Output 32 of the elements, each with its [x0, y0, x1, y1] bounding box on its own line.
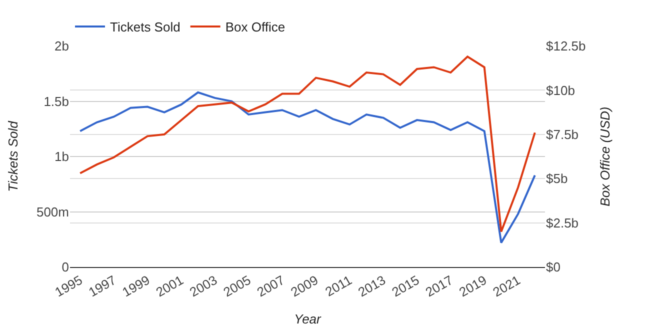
- x-tick-label: 2001: [153, 272, 186, 300]
- x-tick-label: 2015: [389, 272, 422, 300]
- y-tick-label: 1.5b: [44, 94, 69, 109]
- y2-tick-label: $2.5b: [546, 215, 579, 230]
- x-tick-label: 2007: [254, 272, 287, 300]
- x-tick-label: 2019: [456, 272, 490, 300]
- legend-label: Tickets Sold: [110, 20, 180, 35]
- legend-label: Box Office: [225, 20, 286, 35]
- x-tick-label: 1997: [86, 272, 119, 300]
- x-axis-title: Year: [294, 311, 322, 326]
- y2-tick-label: $10b: [546, 82, 575, 98]
- y-tick-label: 500m: [36, 204, 69, 220]
- x-tick-label: 2003: [187, 272, 220, 300]
- y2-tick-label: $0: [546, 260, 560, 275]
- y-tick-label: 2b: [54, 38, 69, 54]
- line-series: [79, 91, 536, 244]
- x-tick-label: 2005: [220, 272, 254, 300]
- y2-axis-title: Box Office (USD): [597, 106, 612, 206]
- y2-tick-label: $12.5b: [546, 38, 586, 54]
- x-tick-label: 2017: [422, 272, 456, 300]
- x-tick-label: 1995: [52, 272, 85, 300]
- x-tick-label: 2009: [288, 272, 321, 300]
- y-tick-label: 1b: [54, 149, 69, 164]
- y2-tick-label: $7.5b: [546, 126, 579, 142]
- y2-tick-label: $5b: [546, 171, 568, 186]
- line-series: [79, 56, 536, 233]
- x-tick-label: 1999: [120, 272, 152, 300]
- x-tick-label: 2011: [322, 272, 354, 300]
- y-tick-label: 0: [62, 260, 69, 275]
- y-axis-title: Tickets Sold: [5, 120, 20, 192]
- x-tick-label: 2021: [490, 272, 523, 300]
- x-tick-label: 2013: [356, 272, 388, 300]
